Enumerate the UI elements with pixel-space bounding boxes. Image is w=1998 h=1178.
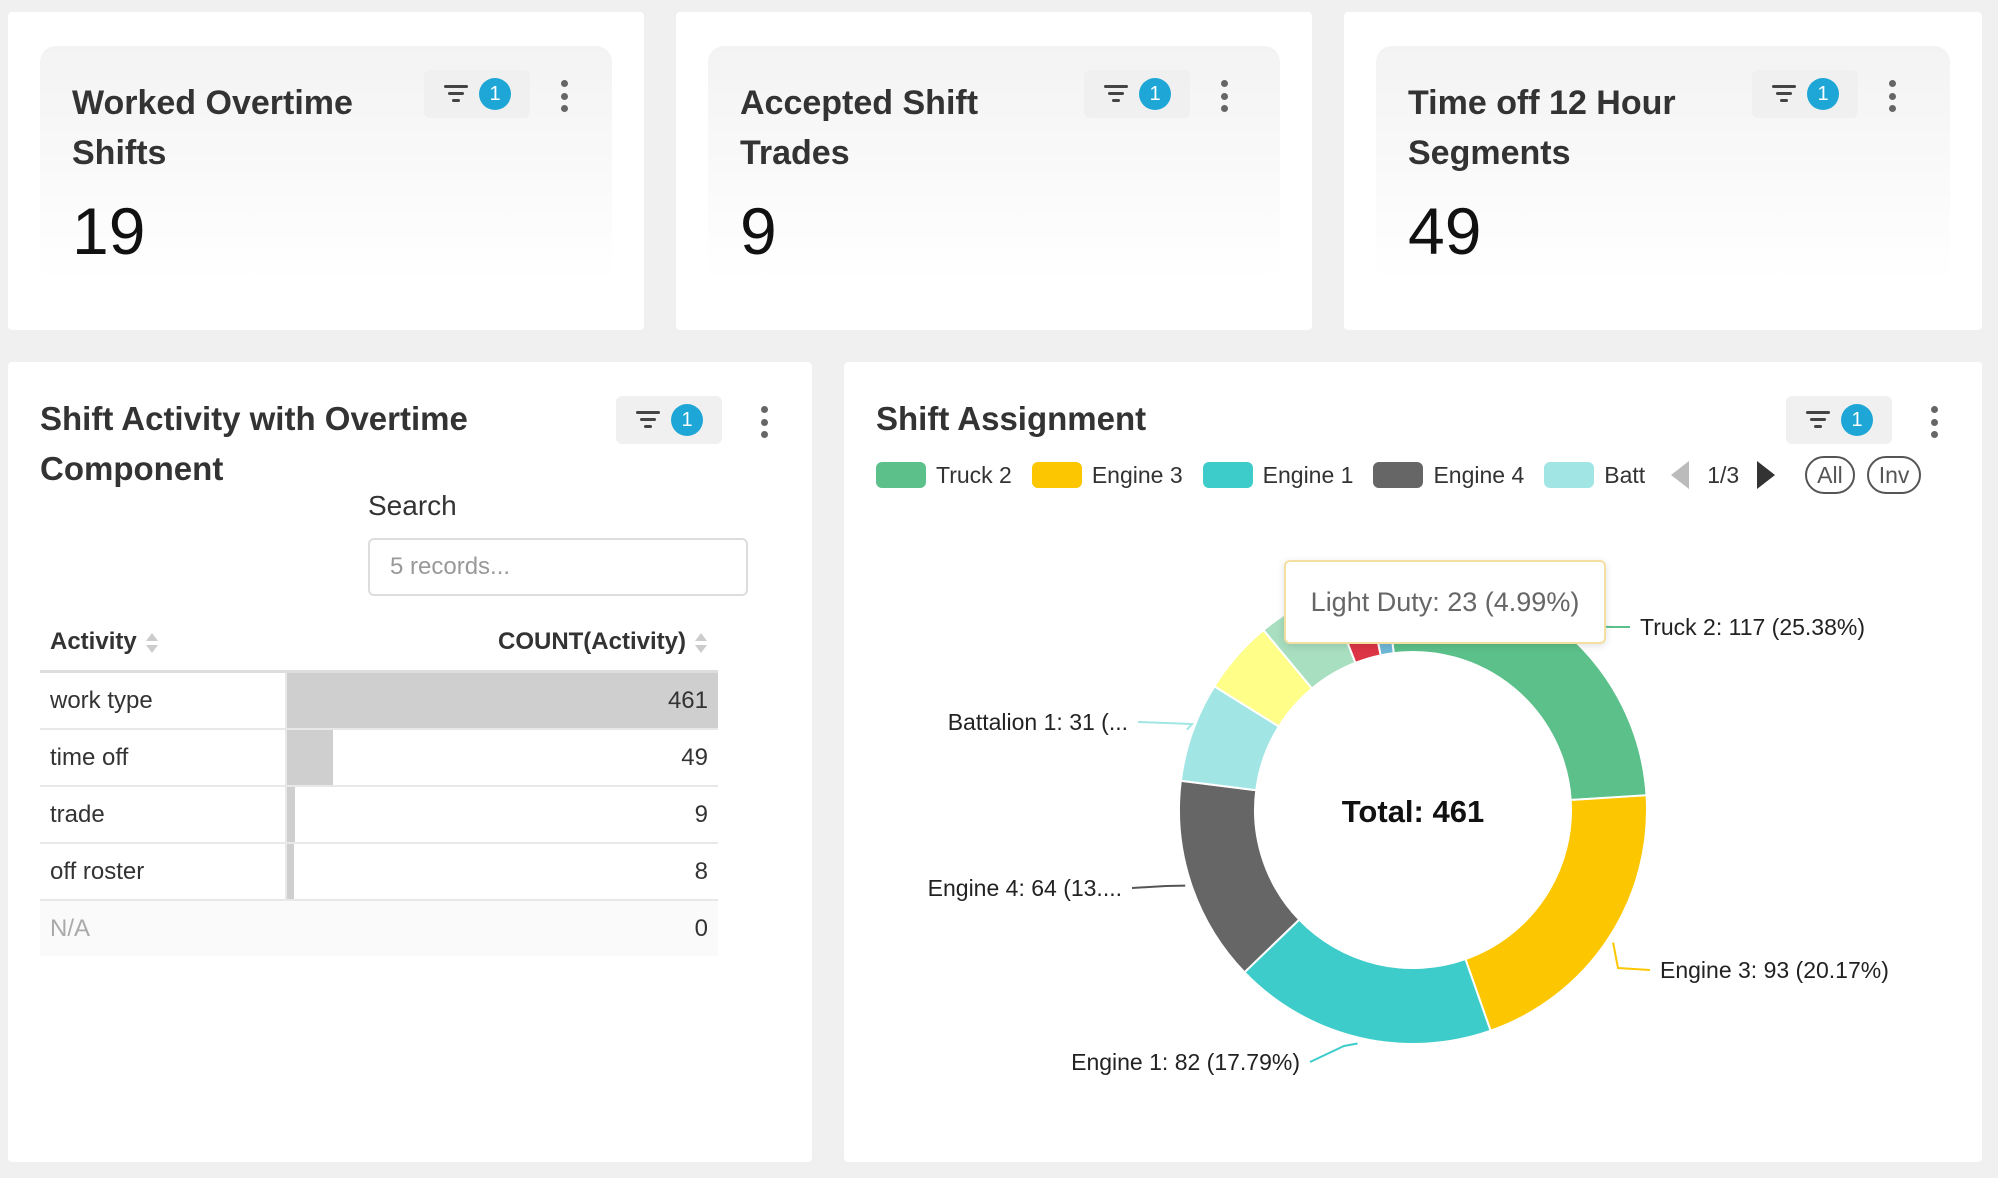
legend-swatch xyxy=(1031,462,1082,488)
count-value: 0 xyxy=(694,914,708,942)
search-input[interactable] xyxy=(368,538,748,596)
legend-label: Batt xyxy=(1604,461,1646,488)
filter-button[interactable]: 1 xyxy=(424,70,530,118)
legend-item[interactable]: Truck 2 xyxy=(876,462,1012,489)
legend-item[interactable]: Engine 3 xyxy=(1031,461,1183,489)
filter-icon xyxy=(1103,83,1129,105)
count-cell: 9 xyxy=(285,786,718,844)
legend-prev-icon[interactable] xyxy=(1671,461,1690,489)
filter-icon xyxy=(635,409,661,431)
filter-count-badge: 1 xyxy=(1807,78,1839,110)
table-row[interactable]: work type 461 xyxy=(40,671,718,730)
filter-icon xyxy=(1771,83,1797,105)
count-cell: 8 xyxy=(285,843,718,901)
legend-items: Truck 2 Engine 3 Engine 1 Engine 4 Batt xyxy=(876,462,1665,489)
count-bar xyxy=(287,844,295,899)
legend-swatch xyxy=(1544,462,1595,488)
more-options-icon[interactable] xyxy=(1214,76,1234,116)
more-options-icon[interactable] xyxy=(1924,402,1944,442)
filter-button[interactable]: 1 xyxy=(1786,396,1892,444)
table-row[interactable]: trade 9 xyxy=(40,786,718,844)
count-cell: 0 xyxy=(286,900,718,956)
kpi-value: 49 xyxy=(1408,194,1482,268)
legend-page-indicator: 1/3 xyxy=(1707,461,1740,488)
count-value: 8 xyxy=(694,857,708,885)
legend-select-all-button[interactable]: All xyxy=(1805,456,1855,494)
filter-count-badge: 1 xyxy=(1139,78,1171,110)
table-row[interactable]: off roster 8 xyxy=(40,843,718,901)
sort-icon xyxy=(694,632,708,654)
kpi-card-trades: Accepted Shift Trades 9 1 xyxy=(676,12,1312,330)
filter-icon xyxy=(1805,409,1831,431)
activity-cell: work type xyxy=(40,671,286,730)
chart-legend: Truck 2 Engine 3 Engine 1 Engine 4 Batt 1/3 … xyxy=(876,456,1922,494)
kpi-title: Accepted Shift Trades xyxy=(740,84,979,172)
activity-cell: time off xyxy=(40,729,286,787)
filter-button[interactable]: 1 xyxy=(616,396,722,444)
assignment-panel: Shift Assignment 1 Truck 2 Engine 3 Engine… xyxy=(844,362,1982,1162)
activity-cell: off roster xyxy=(40,843,286,901)
legend-swatch xyxy=(1202,462,1253,488)
chart-tooltip: Light Duty: 23 (4.99%) xyxy=(1284,560,1606,644)
table-header-row: Activity COUNT(Activity) xyxy=(40,614,718,673)
activity-cell: trade xyxy=(40,786,286,844)
activity-cell: N/A xyxy=(40,900,286,956)
filter-button[interactable]: 1 xyxy=(1084,70,1190,118)
count-value: 49 xyxy=(681,743,708,771)
column-header-label: COUNT(Activity) xyxy=(497,628,686,655)
search-label: Search xyxy=(368,490,457,521)
legend-label: Truck 2 xyxy=(936,461,1012,488)
table-row[interactable]: N/A 0 xyxy=(40,900,718,956)
kpi-title: Worked Overtime Shifts xyxy=(72,84,353,172)
legend-item[interactable]: Batt xyxy=(1544,462,1645,489)
kpi-card-time-off: Time off 12 Hour Segments 49 1 xyxy=(1344,12,1982,330)
legend-label: Engine 1 xyxy=(1262,461,1354,488)
legend-invert-button[interactable]: Inv xyxy=(1866,456,1922,494)
count-bar xyxy=(287,730,333,785)
legend-label: Engine 3 xyxy=(1091,461,1183,488)
more-options-icon[interactable] xyxy=(754,402,774,442)
panel-title: Shift Assignment xyxy=(876,400,1147,437)
column-header-activity[interactable]: Activity xyxy=(40,614,286,673)
legend-next-icon[interactable] xyxy=(1757,461,1776,489)
activity-table: Activity COUNT(Activity) work type 461 tim… xyxy=(40,614,718,956)
legend-label: Engine 4 xyxy=(1433,461,1525,488)
table-row[interactable]: time off 49 xyxy=(40,729,718,787)
legend-item[interactable]: Engine 4 xyxy=(1373,462,1524,489)
more-options-icon[interactable] xyxy=(1882,76,1902,116)
count-value: 9 xyxy=(694,800,708,828)
activity-panel: Shift Activity with Overtime Component 1… xyxy=(8,362,812,1162)
filter-count-badge: 1 xyxy=(479,78,511,110)
table-body: work type 461 time off 49 trade 9 off roster 8 N… xyxy=(40,671,718,956)
panel-title: Shift Activity with Overtime Component xyxy=(40,400,468,487)
kpi-card-overtime: Worked Overtime Shifts 19 1 xyxy=(8,12,644,330)
count-value: 461 xyxy=(667,686,708,714)
filter-count-badge: 1 xyxy=(1841,404,1873,436)
kpi-value: 19 xyxy=(72,194,146,268)
count-cell: 461 xyxy=(285,671,718,730)
kpi-title: Time off 12 Hour Segments xyxy=(1408,84,1676,172)
count-cell: 49 xyxy=(285,729,718,787)
more-options-icon[interactable] xyxy=(554,76,574,116)
count-bar xyxy=(287,787,296,842)
count-bar xyxy=(287,673,718,728)
column-header-count[interactable]: COUNT(Activity) xyxy=(286,614,718,673)
column-header-label: Activity xyxy=(50,628,137,655)
filter-count-badge: 1 xyxy=(671,404,703,436)
legend-swatch xyxy=(876,462,926,488)
filter-icon xyxy=(443,83,469,105)
sort-icon xyxy=(145,632,159,654)
legend-swatch xyxy=(1373,462,1424,488)
filter-button[interactable]: 1 xyxy=(1752,70,1858,118)
kpi-value: 9 xyxy=(740,194,777,268)
legend-item[interactable]: Engine 1 xyxy=(1202,461,1354,489)
